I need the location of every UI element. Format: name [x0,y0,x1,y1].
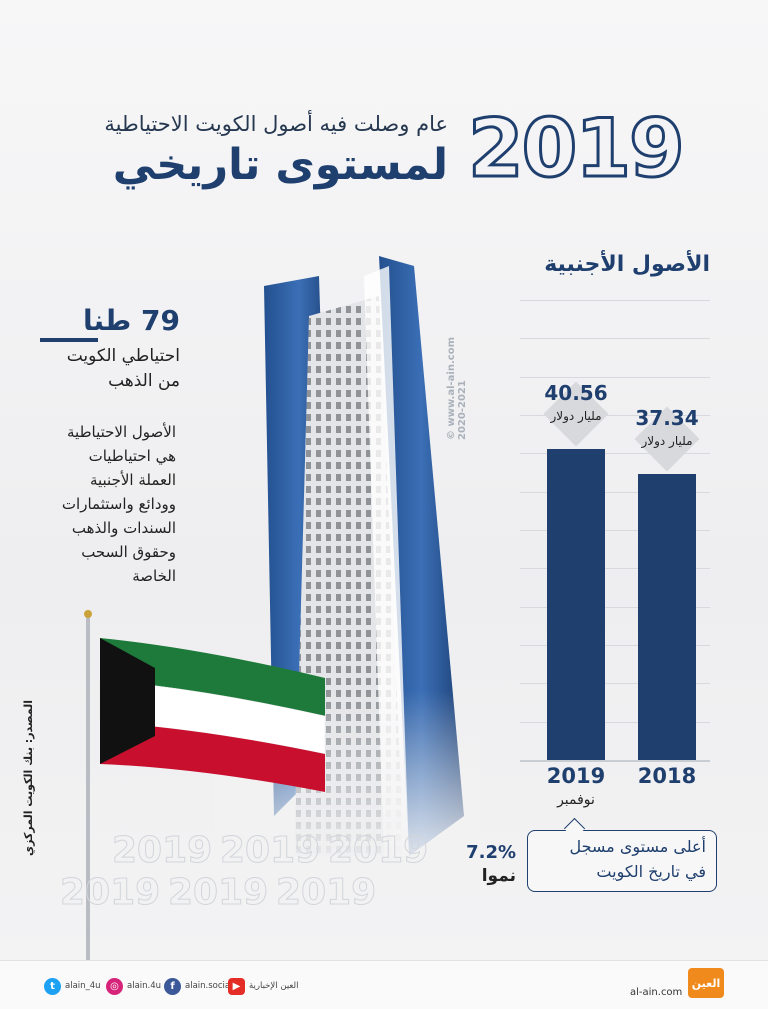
bar-value-label: 40.56 [544,381,608,406]
watermark: © www.al-ain.com 2020-2021 [446,310,468,440]
twitter-icon: t [44,977,61,995]
chart-gridline [520,338,710,340]
bar-unit-label: مليار دولار [641,433,693,448]
bar-unit-label: مليار دولار [550,409,602,424]
instagram-icon: ◎ [106,977,123,995]
footer [0,960,768,1009]
chart-gridline [520,530,710,531]
site-link[interactable]: al-ain.com [630,987,683,998]
gold-underline [40,338,98,342]
category-sublabel: نوفمبر [557,792,595,808]
chart-gridline [520,568,710,570]
facebook-link[interactable]: f alain.social [164,975,232,997]
ghost-year: 2019 [275,872,377,914]
instagram-handle: alain.4u [127,981,162,991]
callout-box [527,830,717,892]
callout-text: أعلى مستوى مسجل في تاريخ الكويت [530,834,706,884]
description-line: هي احتياطيات [88,447,176,465]
ghost-year: 2019 [59,872,161,914]
description-line: العملة الأجنبية [89,471,176,489]
facebook-icon: f [164,977,181,995]
description: الأصول الاحتياطية هي احتياطيات العملة ال… [34,420,176,588]
gold-label: احتياطي الكويت من الذهب [40,344,180,394]
description-line: الخاصة [132,567,176,585]
header-subtitle: عام وصلت فيه أصول الكويت الاحتياطية [104,112,448,136]
callout-line2: في تاريخ الكويت [596,862,706,881]
youtube-icon: ▶ [228,977,245,995]
growth-value: 7.2% [466,842,516,863]
callout-line1: أعلى مستوى مسجل [569,837,706,856]
youtube-link[interactable]: ▶ العين الإخبارية [228,975,298,997]
kuwait-flag [84,610,326,960]
facebook-handle: alain.social [185,981,233,991]
chart-axis [520,760,710,762]
ghost-year: 2019 [167,872,269,914]
chart-gridline [520,300,710,301]
chart-gridline [520,376,710,378]
category-label: 2018 [637,764,697,788]
description-line: وحقوق السحب [81,543,176,561]
ghost-year: 2019 [327,830,429,872]
chart-title: الأصول الأجنبية [544,252,710,277]
chart-gridline [520,606,710,608]
source-text: المصدر: بنك الكويت المركزي [22,700,35,856]
gold-label-line1: احتياطي الكويت [66,346,180,366]
chart-gridline [520,453,710,455]
twitter-link[interactable]: t alain_4u [44,975,101,997]
chart-gridline [520,491,710,493]
category-label: 2019 [546,764,606,788]
chart-gridline [520,683,710,685]
watermark-years: 2020-2021 [457,380,468,440]
description-line: الأصول الاحتياطية [67,423,176,441]
youtube-handle: العين الإخبارية [249,981,299,991]
alain-logo: العين [688,968,724,998]
chart-gridline [520,415,710,416]
ghost-year: 2019 [111,830,213,872]
gold-label-line2: من الذهب [108,371,180,391]
watermark-copyright: © [446,430,457,440]
description-line: السندات والذهب [71,519,176,537]
chart-gridline [520,721,710,723]
chart-gridline [520,645,710,646]
watermark-site: www.al-ain.com [446,337,457,427]
ghost-year: 2019 [219,830,321,872]
header-title: لمستوى تاريخي [112,140,448,190]
bar-value-label: 37.34 [635,405,699,430]
description-line: وودائع واستثمارات [61,495,176,513]
twitter-handle: alain_4u [65,981,101,991]
instagram-link[interactable]: ◎ alain.4u [106,975,161,997]
header-year: 2019 [467,102,687,195]
growth-label: نموا [481,866,516,886]
chart-bar [638,473,696,760]
gold-amount: 79 طنا [82,304,180,337]
chart-bar [547,449,605,760]
